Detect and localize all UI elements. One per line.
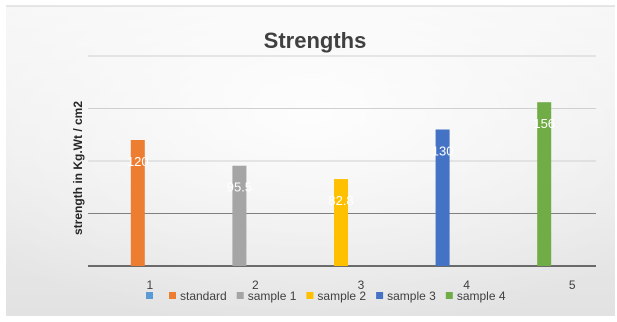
legend-label: sample 1 xyxy=(248,289,297,303)
bar-sample-3 xyxy=(435,129,450,266)
legend-label: sample 2 xyxy=(317,289,366,303)
bar-data-label: 95.5 xyxy=(227,180,252,195)
bar-sample-1 xyxy=(232,165,247,266)
legend-swatch xyxy=(146,292,153,299)
x-tick-label: 1 xyxy=(146,278,153,292)
x-tick-label: 4 xyxy=(463,278,470,292)
x-tick-labels: 1 2 3 4 5 xyxy=(146,278,575,292)
bar-data-label: 120 xyxy=(127,154,149,169)
legend-label: sample 3 xyxy=(387,289,436,303)
legend-swatch xyxy=(306,292,314,299)
chart-title: Strengths xyxy=(264,28,367,53)
x-tick-label: 3 xyxy=(358,278,365,292)
x-tick-label: 5 xyxy=(569,278,576,292)
legend: standard sample 1 sample 2 sample 3 sample 4 xyxy=(146,289,506,303)
bar-data-label: 130 xyxy=(432,144,454,159)
legend-swatch xyxy=(169,292,176,299)
bar-data-label: 156 xyxy=(533,116,555,131)
bar-sample-4 xyxy=(537,102,552,266)
bar-data-label: 82.8 xyxy=(328,193,353,208)
legend-swatch xyxy=(445,292,453,299)
legend-swatch xyxy=(236,292,244,299)
x-tick-label: 2 xyxy=(252,278,259,292)
bars xyxy=(130,102,552,266)
bar-standard xyxy=(130,140,145,266)
y-axis-label: strength in Kg.Wt / cm2 xyxy=(71,101,85,235)
legend-label: sample 4 xyxy=(457,289,506,303)
bar-data-labels: 120 95.5 82.8 130 156 xyxy=(127,116,555,208)
legend-swatch xyxy=(376,292,384,299)
legend-label: standard xyxy=(180,289,227,303)
bar-sample-2 xyxy=(334,179,348,266)
